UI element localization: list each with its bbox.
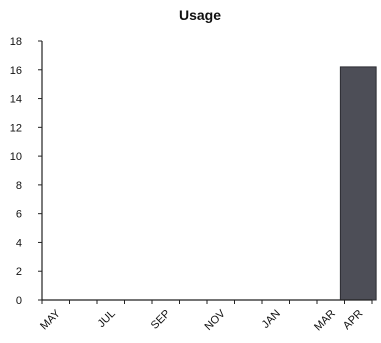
x-tick-label-jul: JUL [96, 308, 118, 330]
y-tick-label: 12 [10, 122, 22, 134]
x-ticks: MAY JUL SEP NOV JAN MAR APR [38, 300, 373, 334]
y-tick-label: 16 [10, 65, 22, 77]
y-tick-label: 14 [10, 94, 22, 106]
x-tick-label-mar: MAR [312, 308, 338, 334]
x-tick-label-apr: APR [341, 308, 366, 333]
y-tick-label: 0 [16, 295, 22, 307]
y-tick-label: 2 [16, 266, 22, 278]
bars-layer [339, 66, 377, 301]
axes-layer [41, 41, 372, 301]
bar-apr [339, 66, 377, 301]
y-tick-label: 4 [16, 237, 22, 249]
y-ticks: 0 2 4 6 8 10 12 14 16 18 [10, 36, 42, 307]
y-tick-label: 18 [10, 36, 22, 48]
y-tick-label: 6 [16, 209, 22, 221]
x-tick-label-jan: JAN [260, 308, 283, 331]
x-tick-label-nov: NOV [203, 307, 229, 333]
chart-title: Usage [179, 7, 221, 23]
y-tick-label: 10 [10, 151, 22, 163]
x-tick-label-may: MAY [38, 307, 63, 332]
x-tick-label-sep: SEP [149, 308, 173, 332]
y-tick-label: 8 [16, 180, 22, 192]
